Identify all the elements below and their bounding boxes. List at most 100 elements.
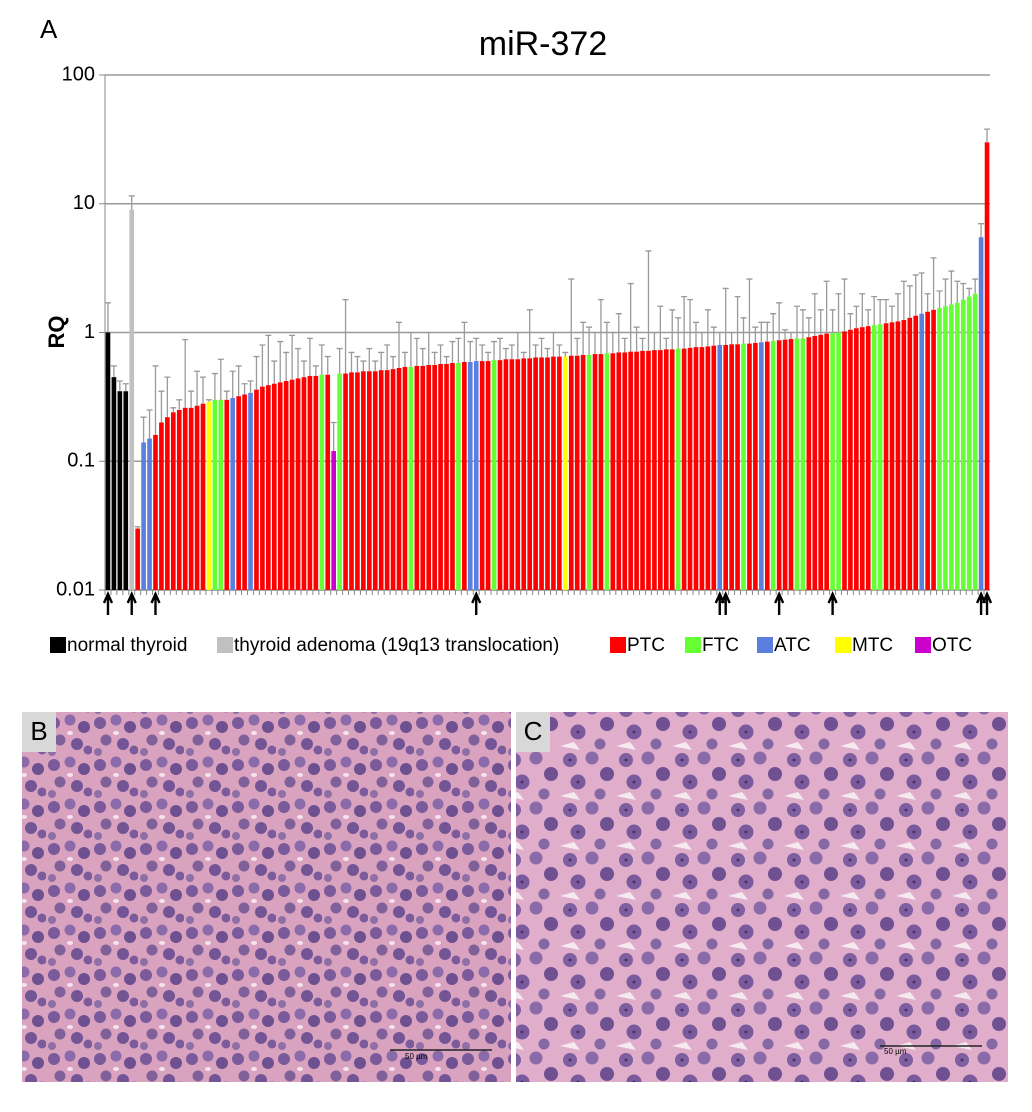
error-bar bbox=[782, 329, 789, 340]
legend-label: thyroid adenoma (19q13 translocation) bbox=[234, 635, 559, 656]
error-bar bbox=[223, 390, 230, 400]
bar bbox=[741, 343, 746, 590]
bar bbox=[836, 332, 841, 590]
bar bbox=[723, 344, 729, 590]
y-axis-label: RQ bbox=[44, 316, 69, 349]
error-bar bbox=[752, 326, 759, 343]
bar bbox=[842, 331, 847, 590]
bar bbox=[604, 353, 610, 590]
bar bbox=[646, 350, 651, 590]
error-bar bbox=[704, 309, 711, 347]
bar bbox=[111, 377, 117, 590]
error-bar bbox=[544, 347, 551, 358]
scale-bar-label: 50 µm bbox=[405, 1052, 428, 1061]
y-tick-label: 100 bbox=[62, 63, 95, 85]
bar bbox=[242, 394, 247, 590]
error-bar bbox=[710, 326, 717, 346]
bar bbox=[355, 372, 360, 590]
bar bbox=[931, 309, 936, 590]
error-bar bbox=[556, 344, 563, 357]
bar bbox=[824, 333, 829, 590]
arrow bbox=[827, 591, 838, 615]
bar bbox=[408, 366, 414, 590]
legend-label: MTC bbox=[852, 635, 893, 656]
error-bar bbox=[865, 309, 872, 327]
error-bar bbox=[633, 326, 640, 352]
legend-swatch bbox=[217, 637, 233, 653]
bar bbox=[432, 364, 437, 590]
error-bar bbox=[330, 421, 337, 452]
bar bbox=[182, 407, 188, 590]
bar bbox=[283, 381, 289, 590]
error-bar bbox=[247, 380, 254, 393]
bar bbox=[153, 434, 158, 590]
bar bbox=[331, 451, 336, 590]
bar bbox=[628, 351, 633, 590]
bar bbox=[681, 348, 687, 590]
bar bbox=[960, 299, 966, 590]
error-bar bbox=[687, 298, 694, 348]
bar bbox=[188, 407, 194, 590]
arrow bbox=[471, 591, 482, 615]
bar bbox=[236, 396, 241, 590]
error-bar bbox=[336, 347, 343, 374]
bar bbox=[574, 355, 580, 590]
bar bbox=[782, 339, 788, 590]
bar bbox=[675, 348, 681, 590]
bar bbox=[658, 350, 663, 590]
bar bbox=[966, 296, 972, 590]
bar bbox=[307, 375, 313, 590]
legend-swatch bbox=[835, 637, 851, 653]
error-bar bbox=[170, 407, 177, 413]
error-bar bbox=[390, 355, 397, 370]
error-bar bbox=[211, 372, 218, 400]
error-bar bbox=[770, 313, 777, 341]
arrow bbox=[981, 591, 993, 615]
bar bbox=[176, 410, 182, 590]
bar bbox=[467, 362, 473, 590]
error-bar bbox=[514, 331, 521, 360]
error-bar bbox=[841, 278, 848, 332]
error-bar bbox=[146, 409, 153, 439]
error-bar bbox=[188, 390, 195, 408]
bar bbox=[545, 357, 550, 590]
error-bar bbox=[461, 321, 468, 363]
plot-area: 0.01 0.1 1 10 100 bbox=[56, 63, 993, 615]
legend-label: OTC bbox=[932, 635, 972, 656]
error-bar bbox=[306, 337, 313, 376]
bar bbox=[830, 333, 835, 590]
error-bar bbox=[205, 399, 212, 402]
bar bbox=[812, 335, 818, 590]
bar bbox=[503, 359, 509, 590]
error-bar bbox=[200, 376, 207, 404]
error-bar bbox=[597, 298, 604, 355]
error-bar bbox=[265, 334, 272, 386]
error-bar bbox=[859, 293, 866, 328]
error-bar bbox=[318, 344, 325, 375]
y-tick-label: 0.1 bbox=[67, 450, 95, 472]
error-bar bbox=[615, 313, 622, 353]
y-tick-label: 1 bbox=[84, 321, 95, 343]
error-bar bbox=[289, 334, 296, 380]
error-bar bbox=[906, 285, 913, 318]
error-bar bbox=[698, 331, 705, 348]
error-bar bbox=[496, 337, 503, 361]
error-bar bbox=[835, 293, 842, 333]
bar bbox=[895, 321, 901, 590]
error-bar bbox=[485, 351, 492, 362]
error-bar bbox=[449, 340, 456, 363]
bar bbox=[889, 322, 895, 590]
bar bbox=[456, 362, 461, 590]
error-bar bbox=[954, 280, 961, 303]
error-bar bbox=[467, 340, 474, 363]
legend-swatch bbox=[685, 637, 701, 653]
bar bbox=[943, 306, 948, 590]
bar bbox=[390, 369, 396, 590]
panel-label: C bbox=[524, 716, 543, 746]
bar bbox=[141, 442, 146, 590]
error-bar bbox=[229, 370, 236, 398]
error-bar bbox=[746, 278, 753, 344]
arrow bbox=[126, 591, 137, 615]
error-bar bbox=[586, 326, 593, 355]
arrow bbox=[150, 591, 161, 615]
